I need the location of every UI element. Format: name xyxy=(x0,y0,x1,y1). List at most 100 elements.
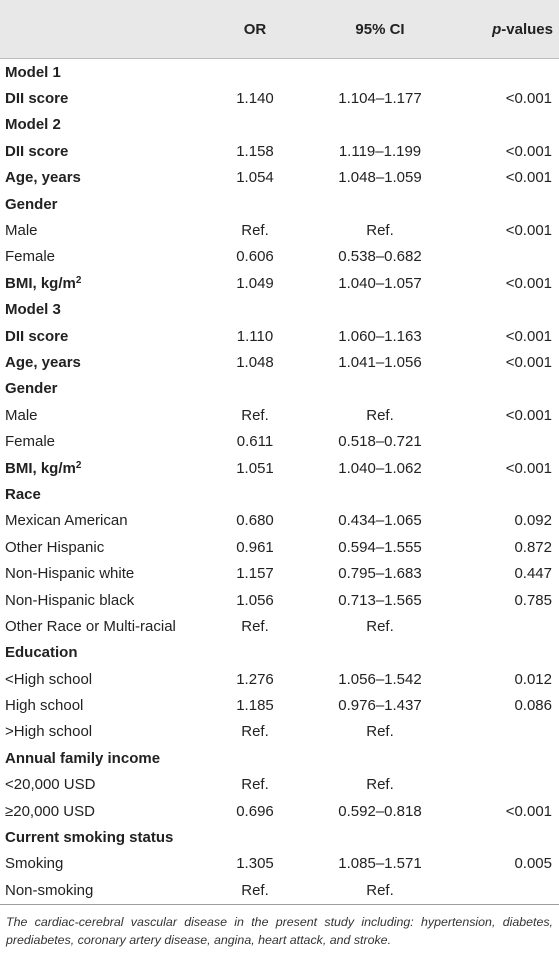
row-label-text: DII score xyxy=(5,90,69,108)
row-label: Gender xyxy=(0,191,200,217)
table-row: Mexican American 0.680 0.434–1.065 0.092 xyxy=(0,508,559,534)
or-value xyxy=(200,112,310,138)
ci-value: Ref. xyxy=(366,406,394,424)
row-label-text: Gender xyxy=(5,380,58,398)
row-label: Age, years xyxy=(0,349,200,375)
row-label-text: High school xyxy=(5,697,84,715)
ci-value xyxy=(310,376,450,402)
ci-value xyxy=(310,59,450,86)
row-label-text: Female xyxy=(5,433,56,451)
or-value: Ref. xyxy=(241,222,269,240)
ci-value: 1.060–1.163 xyxy=(338,327,422,345)
or-value: 0.696 xyxy=(236,802,274,820)
ci-value: 0.594–1.555 xyxy=(338,538,422,556)
or-value: 0.606 xyxy=(236,248,274,266)
p-value: <0.001 xyxy=(505,802,552,820)
row-label: Annual family income xyxy=(0,745,200,771)
or-value: 1.051 xyxy=(236,459,274,477)
or-value xyxy=(200,640,310,666)
p-value xyxy=(450,428,559,454)
ci-value xyxy=(310,824,450,850)
p-value xyxy=(450,824,559,850)
results-table: OR 95% CI p-values Model 1 DII score 1.140… xyxy=(0,0,559,905)
p-value xyxy=(450,719,559,745)
ci-value: 0.713–1.565 xyxy=(338,591,422,609)
or-value: Ref. xyxy=(241,406,269,424)
table-row: Female 0.606 0.538–0.682 xyxy=(0,244,559,270)
p-value: 0.447 xyxy=(514,565,552,583)
table-row: Non-Hispanic black 1.056 0.713–1.565 0.785 xyxy=(0,587,559,613)
ci-value xyxy=(310,481,450,507)
ci-value: Ref. xyxy=(310,877,450,905)
p-value xyxy=(450,745,559,771)
table-row: ≥20,000 USD 0.696 0.592–0.818 <0.001 xyxy=(0,798,559,824)
ci-value: Ref. xyxy=(366,222,394,240)
row-label-text: Non-Hispanic black xyxy=(5,591,135,609)
row-label: <High school xyxy=(0,666,200,692)
row-label: Current smoking status xyxy=(0,824,200,850)
ci-value: 1.119–1.199 xyxy=(338,142,422,160)
row-label-text: Female xyxy=(5,248,56,266)
section-header-row: Model 1 xyxy=(0,59,559,86)
or-value: Ref. xyxy=(200,877,310,905)
p-value: 0.872 xyxy=(514,538,552,556)
ci-value xyxy=(310,297,450,323)
table-row: BMI, kg/m2 1.051 1.040–1.062 <0.001 xyxy=(0,455,559,481)
p-value: <0.001 xyxy=(505,406,552,424)
table-row: Male Ref. Ref. <0.001 xyxy=(0,402,559,428)
ci-value: 1.040–1.057 xyxy=(338,274,422,292)
or-value: 1.140 xyxy=(236,90,274,108)
row-label: Education xyxy=(0,640,200,666)
or-value xyxy=(200,745,310,771)
row-label: Other Race or Multi-racial xyxy=(0,613,200,639)
ci-value: Ref. xyxy=(366,723,394,741)
header-p-rest: -values xyxy=(501,20,553,38)
row-label: >High school xyxy=(0,719,200,745)
ci-value: 1.048–1.059 xyxy=(338,169,422,187)
ci-value: 1.040–1.062 xyxy=(338,459,422,477)
row-label: High school xyxy=(0,692,200,718)
superscript: 2 xyxy=(75,459,82,471)
or-value: 1.048 xyxy=(236,353,274,371)
or-value: 1.185 xyxy=(236,697,274,715)
p-value xyxy=(450,640,559,666)
table-row: DII score 1.158 1.119–1.199 <0.001 xyxy=(0,138,559,164)
header-p-values: p-values xyxy=(450,0,559,59)
row-label-text: Race xyxy=(5,485,41,503)
row-label-text: DII score xyxy=(5,142,69,160)
section-header-row: Current smoking status xyxy=(0,824,559,850)
ci-value: 1.056–1.542 xyxy=(338,670,422,688)
ci-value xyxy=(310,191,450,217)
table-row: Age, years 1.048 1.041–1.056 <0.001 xyxy=(0,349,559,375)
ci-value: 0.592–0.818 xyxy=(338,802,422,820)
row-label-text: Age, years xyxy=(5,169,81,187)
ci-value xyxy=(310,112,450,138)
ci-value: 0.518–0.721 xyxy=(338,433,422,451)
table-row: <High school 1.276 1.056–1.542 0.012 xyxy=(0,666,559,692)
header-or: OR xyxy=(200,0,310,59)
p-value xyxy=(450,112,559,138)
row-label-text: <High school xyxy=(5,670,93,688)
row-label-text: <20,000 USD xyxy=(5,776,96,794)
p-value xyxy=(450,376,559,402)
superscript: 2 xyxy=(75,274,82,286)
or-value: 1.158 xyxy=(236,142,274,160)
or-value: 1.110 xyxy=(236,327,274,345)
row-label-text: ≥20,000 USD xyxy=(5,802,95,820)
p-value: 0.785 xyxy=(514,591,552,609)
p-value: <0.001 xyxy=(505,169,552,187)
table-row: Non-Hispanic white 1.157 0.795–1.683 0.447 xyxy=(0,560,559,586)
row-label: BMI, kg/m2 xyxy=(0,455,200,481)
p-value: <0.001 xyxy=(505,222,552,240)
ci-value: 1.041–1.056 xyxy=(338,353,422,371)
row-label-text: Current smoking status xyxy=(5,829,174,847)
row-label: Smoking xyxy=(0,851,200,877)
or-value: 1.054 xyxy=(236,169,274,187)
table-footnote: The cardiac-cerebral vascular disease in… xyxy=(6,914,553,947)
section-header-row: Gender xyxy=(0,191,559,217)
row-label-text: Annual family income xyxy=(5,749,161,767)
row-label-text: Model 2 xyxy=(5,116,61,134)
ci-value: 0.795–1.683 xyxy=(338,565,422,583)
row-label: Male xyxy=(0,402,200,428)
p-value: <0.001 xyxy=(505,459,552,477)
